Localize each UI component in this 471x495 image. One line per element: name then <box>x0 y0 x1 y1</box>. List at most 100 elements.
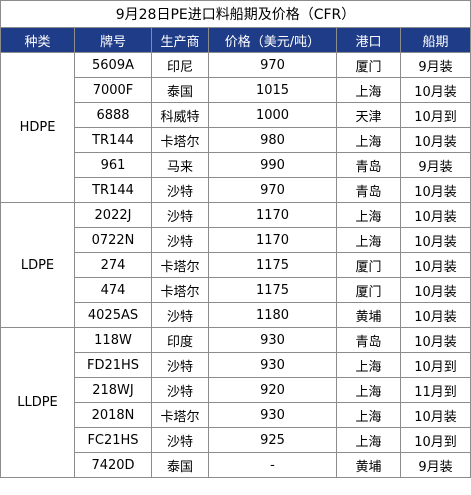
table-row: FC21HS 沙特 925 上海 10月到 <box>1 427 471 453</box>
port-cell: 青岛 <box>336 152 401 178</box>
shipping-cell: 10月装 <box>399 177 471 203</box>
price-cell: 970 <box>208 52 337 78</box>
table-row: 218WJ 沙特 920 上海 11月到 <box>1 377 471 403</box>
price-cell: 925 <box>208 427 337 453</box>
producer-cell: 泰国 <box>151 452 209 478</box>
producer-cell: 沙特 <box>151 302 209 328</box>
producer-cell: 沙特 <box>151 427 209 453</box>
shipping-cell: 10月装 <box>399 402 471 428</box>
title-row: 9月28日PE进口料船期及价格（CFR） <box>0 0 471 28</box>
producer-cell: 卡塔尔 <box>151 252 209 278</box>
shipping-cell: 10月装 <box>399 277 471 303</box>
grade-cell: 274 <box>74 252 152 278</box>
producer-cell: 科威特 <box>151 102 209 128</box>
table-row: 0722N 沙特 1170 上海 10月装 <box>1 227 471 253</box>
producer-cell: 印度 <box>151 327 209 353</box>
table-row: LLDPE 118W 印度 930 青岛 10月装 <box>0 327 471 478</box>
shipping-cell: 10月到 <box>399 427 471 453</box>
table-row: 961 马来 990 青岛 9月装 <box>1 152 471 178</box>
port-cell: 天津 <box>336 102 401 128</box>
table-row: LDPE 2022J 沙特 1170 上海 10月装 <box>0 202 471 328</box>
shipping-cell: 10月到 <box>399 102 471 128</box>
shipping-cell: 10月装 <box>399 252 471 278</box>
table-row: TR144 沙特 970 青岛 10月装 <box>1 177 471 203</box>
price-cell: 990 <box>208 152 337 178</box>
shipping-cell: 10月到 <box>399 352 471 378</box>
price-cell: - <box>208 452 337 478</box>
shipping-cell: 9月装 <box>399 152 471 178</box>
table-title: 9月28日PE进口料船期及价格（CFR） <box>0 0 471 28</box>
port-cell: 厦门 <box>336 277 401 303</box>
port-cell: 上海 <box>336 352 401 378</box>
table-row: HDPE 5609A 印尼 970 厦门 9月装 <box>0 52 471 203</box>
grade-cell: 7420D <box>74 452 152 478</box>
price-cell: 920 <box>208 377 337 403</box>
grade-cell: 6888 <box>74 102 152 128</box>
grade-cell: 5609A <box>74 52 152 78</box>
port-cell: 上海 <box>336 127 401 153</box>
category-cell: LDPE <box>0 202 75 328</box>
grade-cell: 961 <box>74 152 152 178</box>
port-cell: 上海 <box>336 377 401 403</box>
table-row: TR144 卡塔尔 980 上海 10月装 <box>1 127 471 153</box>
header-price: 价格（美元/吨） <box>208 27 337 53</box>
producer-cell: 沙特 <box>151 377 209 403</box>
port-cell: 厦门 <box>336 52 401 78</box>
producer-cell: 卡塔尔 <box>151 127 209 153</box>
port-cell: 厦门 <box>336 252 401 278</box>
producer-cell: 泰国 <box>151 77 209 103</box>
price-cell: 1015 <box>208 77 337 103</box>
header-row: 种类 牌号 生产商 价格（美元/吨） 港口 船期 <box>0 27 471 53</box>
grade-cell: 2018N <box>74 402 152 428</box>
grade-cell: TR144 <box>74 177 152 203</box>
producer-cell: 沙特 <box>151 227 209 253</box>
grade-cell: 4025AS <box>74 302 152 328</box>
header-port: 港口 <box>336 27 401 53</box>
grade-cell: 7000F <box>74 77 152 103</box>
shipping-cell: 9月装 <box>399 52 471 78</box>
price-cell: 980 <box>208 127 337 153</box>
port-cell: 上海 <box>336 77 401 103</box>
grade-cell: 2022J <box>74 202 152 228</box>
grade-cell: 118W <box>74 327 152 353</box>
header-category: 种类 <box>0 27 75 53</box>
price-cell: 1175 <box>208 252 337 278</box>
shipping-cell: 10月装 <box>399 202 471 228</box>
producer-cell: 马来 <box>151 152 209 178</box>
category-cell: HDPE <box>0 52 75 203</box>
grade-cell: FC21HS <box>74 427 152 453</box>
header-grade: 牌号 <box>74 27 152 53</box>
price-cell: 930 <box>208 352 337 378</box>
producer-cell: 沙特 <box>151 352 209 378</box>
header-shipping: 船期 <box>399 27 471 53</box>
shipping-cell: 10月装 <box>399 327 471 353</box>
table-row: 7000F 泰国 1015 上海 10月装 <box>1 77 471 103</box>
producer-cell: 卡塔尔 <box>151 277 209 303</box>
producer-cell: 印尼 <box>151 52 209 78</box>
table-row: 6888 科威特 1000 天津 10月到 <box>1 102 471 128</box>
category-cell: LLDPE <box>0 327 75 478</box>
producer-cell: 沙特 <box>151 202 209 228</box>
price-cell: 1000 <box>208 102 337 128</box>
shipping-cell: 11月到 <box>399 377 471 403</box>
shipping-cell: 10月装 <box>399 77 471 103</box>
price-cell: 1180 <box>208 302 337 328</box>
price-cell: 930 <box>208 327 337 353</box>
table-row: FD21HS 沙特 930 上海 10月到 <box>1 352 471 378</box>
price-cell: 1170 <box>208 202 337 228</box>
producer-cell: 卡塔尔 <box>151 402 209 428</box>
grade-cell: TR144 <box>74 127 152 153</box>
price-cell: 1170 <box>208 227 337 253</box>
port-cell: 黄埔 <box>336 302 401 328</box>
port-cell: 上海 <box>336 202 401 228</box>
shipping-cell: 10月装 <box>399 127 471 153</box>
grade-cell: FD21HS <box>74 352 152 378</box>
price-cell: 970 <box>208 177 337 203</box>
port-cell: 黄埔 <box>336 452 401 478</box>
shipping-cell: 10月装 <box>399 227 471 253</box>
port-cell: 上海 <box>336 227 401 253</box>
port-cell: 上海 <box>336 427 401 453</box>
price-cell: 1175 <box>208 277 337 303</box>
port-cell: 青岛 <box>336 177 401 203</box>
port-cell: 上海 <box>336 402 401 428</box>
